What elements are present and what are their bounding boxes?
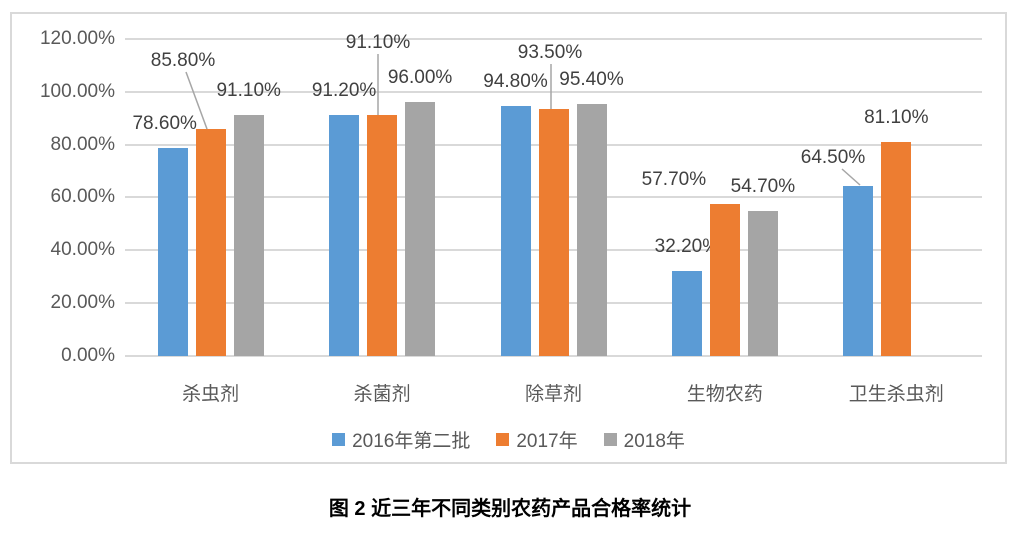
bar [500, 105, 531, 356]
y-axis-tick-label: 0.00% [61, 345, 115, 366]
data-label: 78.60% [132, 113, 197, 135]
bar [367, 115, 398, 356]
y-axis-tick-label: 120.00% [39, 27, 115, 49]
data-label: 96.00% [387, 67, 453, 89]
y-axis-tick-label: 80.00% [50, 133, 115, 155]
legend-item: 2018年 [603, 426, 685, 453]
bar [709, 203, 740, 356]
legend-item: 2017年 [496, 426, 578, 453]
data-label: 91.10% [345, 32, 411, 53]
y-axis-tick-label: 40.00% [50, 239, 115, 261]
legend-swatch-icon [496, 433, 510, 446]
data-label: 91.20% [311, 80, 377, 102]
gridline [125, 90, 982, 93]
bar-chart: 0.00% 20.00% 40.00% 60.00% 80.00% 100.00% 120.… [10, 12, 1007, 464]
x-axis-category-label: 除草剂 [524, 384, 583, 405]
data-label: 81.10% [864, 106, 929, 128]
y-axis-tick-label: 20.00% [50, 292, 115, 314]
legend-swatch-icon [603, 433, 617, 446]
data-label: 93.50% [517, 42, 583, 63]
bar [538, 109, 569, 356]
y-axis-tick-label: 100.00% [39, 80, 115, 102]
label-leader-line [841, 168, 861, 186]
data-label: 32.20% [654, 235, 720, 257]
bar [881, 141, 912, 356]
chart-legend: 2016年第二批 2017年 2018年 [10, 426, 1007, 453]
x-axis-category-label: 杀菌剂 [353, 384, 411, 405]
bar [157, 148, 188, 356]
legend-label: 2016年第二批 [352, 431, 471, 452]
data-label: 64.50% [800, 147, 866, 168]
legend-label: 2017年 [516, 431, 578, 452]
x-axis-category-label: 生物农药 [686, 384, 763, 405]
legend-swatch-icon [332, 433, 346, 446]
y-axis-tick-label: 60.00% [50, 186, 115, 208]
data-label: 57.70% [641, 168, 707, 190]
gridline [125, 355, 982, 357]
data-label: 54.70% [730, 176, 796, 198]
data-label: 91.10% [216, 80, 281, 102]
x-axis-category-label: 卫生杀虫剂 [848, 384, 944, 405]
bar [233, 115, 264, 356]
data-label: 85.80% [150, 50, 216, 71]
data-label: 94.80% [483, 70, 548, 92]
bar [843, 185, 874, 356]
legend-label: 2018年 [623, 431, 685, 452]
figure-caption: 图 2 近三年不同类别农药产品合格率统计 [328, 498, 692, 520]
legend-item: 2016年第二批 [332, 426, 470, 453]
bar [329, 115, 360, 356]
gridline [125, 37, 982, 40]
bar [405, 102, 436, 356]
bar [747, 211, 778, 356]
data-label: 95.40% [559, 68, 624, 90]
bar [576, 103, 607, 356]
bar [671, 270, 702, 356]
x-axis-category-label: 杀虫剂 [182, 384, 240, 405]
bar [195, 129, 226, 356]
